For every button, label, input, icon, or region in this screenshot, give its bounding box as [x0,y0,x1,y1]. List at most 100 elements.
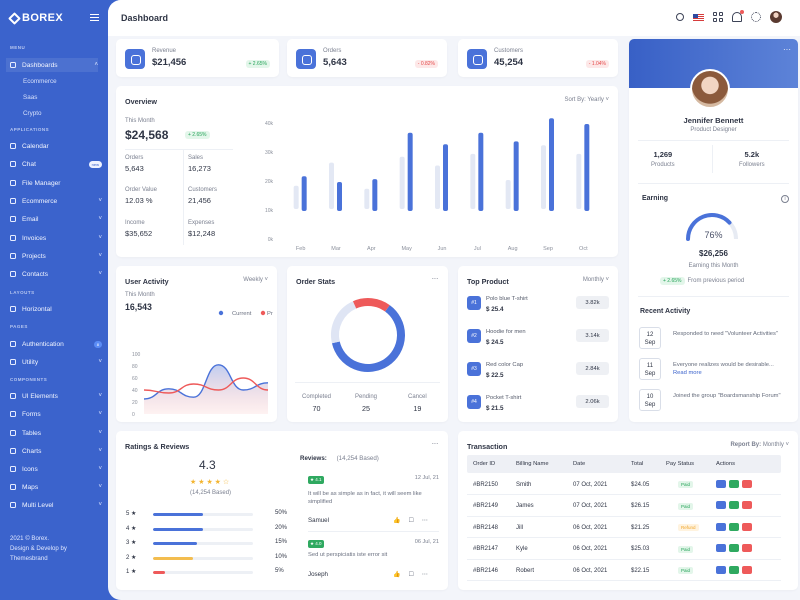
notification-bell-icon[interactable] [732,10,744,22]
profile-name: Jennifer Bennett [683,116,744,125]
sidebar-subitem-ecommerce[interactable]: Ecommerce [23,78,57,85]
table-row: #BR2150 Smith 07 Oct, 2021 $24.05 Paid [467,475,781,495]
profile-avatar[interactable] [690,69,730,109]
sidebar-item-chat[interactable]: Chat new [10,157,102,171]
brand[interactable]: BOREX [8,11,63,25]
order-id[interactable]: #BR2148 [473,524,499,531]
topbar: Dashboard [108,0,800,36]
sidebar-subitem-crypto[interactable]: Crypto [23,110,42,117]
rating-bar-fill [153,527,203,531]
delete-icon[interactable] [742,479,752,488]
menu-toggle-icon[interactable] [90,14,99,21]
order-stats-title: Order Stats [296,277,336,286]
view-icon[interactable] [716,565,726,574]
thumb-up-icon[interactable]: 👍 [393,572,409,578]
edit-icon[interactable] [729,544,739,552]
sidebar-item-tables[interactable]: Tables ˅ [10,426,102,440]
pay-status-badge: Paid [678,567,694,574]
weekly-dropdown[interactable]: Weekly ˅ [243,277,268,283]
edit-icon[interactable] [729,479,739,488]
apps-grid-icon[interactable] [713,12,723,22]
edit-icon[interactable] [729,501,739,509]
view-icon[interactable] [716,501,726,509]
product-name[interactable]: Red color Cap [486,362,524,368]
us-flag-icon[interactable] [693,13,704,21]
review-date: 12 Jul, 21 [414,475,439,481]
profile-options-icon[interactable]: ··· [783,45,791,54]
delete-icon[interactable] [742,544,752,552]
sidebar-item-email[interactable]: Email ˅ [10,212,102,226]
more-icon[interactable]: ⋯ [421,572,436,578]
settings-gear-icon[interactable] [751,12,761,22]
info-icon[interactable]: i [781,195,789,203]
folder-icon [10,180,16,186]
sidebar-item-calendar[interactable]: Calendar [10,139,102,153]
review-item: ★ 4.1 [308,476,328,484]
read-more-link[interactable]: Read more [673,370,702,376]
stat-value: 5,643 [323,57,347,68]
sidebar-item-authentication[interactable]: Authentication 8 [10,337,102,351]
sidebar-item-projects[interactable]: Projects ˅ [10,249,102,263]
order-id[interactable]: #BR2146 [473,567,499,574]
search-icon[interactable] [676,13,684,21]
ratings-card: Ratings & Reviews ··· 4.3 ★ ★ ★ ★ ☆ (14,… [116,431,448,590]
delete-icon[interactable] [742,501,752,509]
product-name[interactable]: Polo blue T-shirt [486,296,528,302]
product-name[interactable]: Hoodie for men [486,329,526,335]
legend-label: Previous [267,311,273,317]
metric-orders: Orders 5,643 [125,155,144,173]
form-icon [10,411,16,417]
edit-icon[interactable] [729,565,739,574]
count-badge: 8 [93,340,102,348]
sort-dropdown[interactable]: Sort By: Yearly ˅ [564,97,609,103]
order-total: $24.05 [631,481,650,488]
sidebar-item-maps[interactable]: Maps ˅ [10,480,102,494]
overview-bar-light [541,145,546,209]
sidebar-item-horizontal[interactable]: Horizontal [10,302,102,316]
report-dropdown[interactable]: Report By: Monthly ˅ [730,442,789,448]
edit-icon[interactable] [729,522,739,531]
sidebar-item-ui-elements[interactable]: UI Elements ˅ [10,389,102,403]
delete-icon[interactable] [742,565,752,574]
sidebar-item-file-manager[interactable]: File Manager [10,176,102,190]
cart-icon [10,198,16,204]
product-name[interactable]: Pocket T-shirt [486,395,522,401]
order-id[interactable]: #BR2147 [473,546,499,552]
table-header: Order ID Billing Name Date Total Pay Sta… [467,455,781,473]
sidebar-item-charts[interactable]: Charts ˅ [10,444,102,458]
more-options-icon[interactable]: ··· [431,439,439,448]
overview-bar [549,118,554,211]
sidebar-item-ecommerce[interactable]: Ecommerce ˅ [10,194,102,208]
comment-icon[interactable]: ☐ [408,572,422,578]
sidebar-item-utility[interactable]: Utility ˅ [10,355,102,369]
sidebar-item-contacts[interactable]: Contacts ˅ [10,267,102,281]
thumb-up-icon[interactable]: 👍 [393,518,409,524]
sidebar-item-invoices[interactable]: Invoices ˅ [10,231,102,245]
more-icon[interactable]: ⋯ [421,518,436,524]
sidebar-subitem-saas[interactable]: Saas [23,94,38,101]
product-total: 2.06k [576,395,609,408]
sidebar-section-pages: PAGES [10,324,28,329]
y-tick-label: 80 [132,364,138,370]
delete-icon[interactable] [742,522,752,531]
chevron-up-icon: ˄ [94,62,98,68]
product-total: 2.84k [576,362,609,375]
sidebar-item-icons[interactable]: Icons ˅ [10,462,102,476]
sidebar-item-forms[interactable]: Forms ˅ [10,407,102,421]
overview-bar-light [576,153,582,209]
sidebar-item-dashboards[interactable]: Dashboards ˄ [6,58,98,72]
user-avatar[interactable] [770,11,782,23]
sidebar-item-multi-level[interactable]: Multi Level ˅ [10,498,102,512]
order-id[interactable]: #BR2149 [473,503,499,509]
order-total: $22.15 [631,567,650,574]
dashboard-icon [10,62,16,68]
monthly-dropdown[interactable]: Monthly ˅ [582,277,609,283]
rating-percent: 15% [275,539,288,545]
more-options-icon[interactable]: ··· [431,274,439,283]
comment-icon[interactable]: ☐ [408,518,422,524]
view-icon[interactable] [716,544,726,552]
view-icon[interactable] [716,479,726,488]
view-icon[interactable] [716,522,726,531]
overview-bar-light [399,156,405,209]
order-id[interactable]: #BR2150 [473,481,499,488]
